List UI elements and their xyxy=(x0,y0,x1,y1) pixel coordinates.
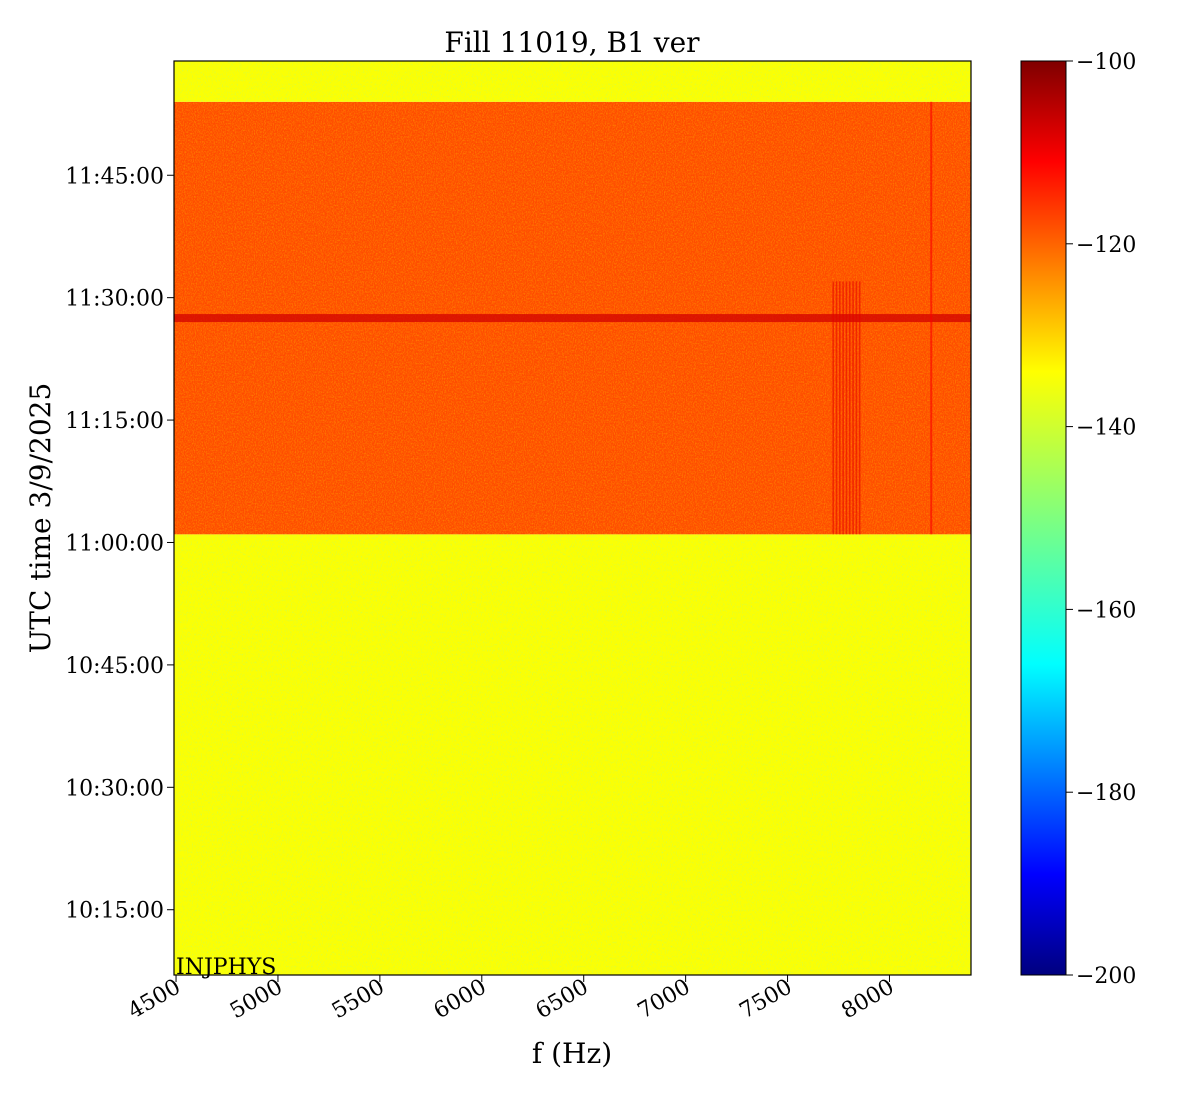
spectrogram-line xyxy=(832,281,834,535)
spectrogram-line xyxy=(839,281,841,535)
colorbar-axis: −100 −120 −140 −160 −180 −200 xyxy=(1066,50,1136,989)
y-tick-label: 11:45:00 xyxy=(65,164,164,189)
x-tick-label: 7500 xyxy=(736,975,797,1025)
y-tick-label: 10:30:00 xyxy=(65,776,164,801)
x-tick-label: 4500 xyxy=(124,975,185,1025)
spectrogram-line xyxy=(852,281,854,535)
spectrogram-line xyxy=(930,101,933,535)
spectrogram-noise-3 xyxy=(174,61,971,102)
spectrogram-line xyxy=(848,281,851,535)
colorbar-tick-label: −120 xyxy=(1076,233,1136,258)
spectrogram-line xyxy=(855,281,858,535)
y-axis-label: UTC time 3/9/2025 xyxy=(24,383,57,654)
y-tick-label: 11:00:00 xyxy=(65,531,164,556)
y-axis: 10:15:00 10:30:00 10:45:00 11:00:00 11:15:00… xyxy=(65,164,174,924)
spectrogram-line xyxy=(835,281,838,535)
spectrogram-line xyxy=(845,281,848,535)
colorbar-tick-label: −160 xyxy=(1076,598,1136,623)
x-axis-label: f (Hz) xyxy=(532,1037,612,1070)
injphys-annotation: INJPHYS xyxy=(176,955,276,980)
colorbar-tick-label: −100 xyxy=(1076,50,1136,75)
colorbar-tick-label: −200 xyxy=(1076,964,1136,989)
x-tick-label: 7000 xyxy=(634,975,695,1025)
colorbar xyxy=(1020,60,1067,976)
spectrogram-line xyxy=(858,281,861,535)
spectrogram-band xyxy=(174,314,971,323)
x-axis: 4500 5000 5500 6000 6500 7000 7500 8000 xyxy=(124,975,898,1025)
spectrogram-line xyxy=(842,281,844,535)
chart-title: Fill 11019, B1 ver xyxy=(444,26,700,59)
colorbar-tick-label: −140 xyxy=(1076,416,1136,441)
x-tick-label: 6500 xyxy=(532,975,593,1025)
plot-frame xyxy=(173,60,972,976)
x-tick-label: 5500 xyxy=(328,975,389,1025)
y-tick-label: 10:15:00 xyxy=(65,899,164,924)
plot-area xyxy=(174,61,971,975)
colorbar-tick-label: −180 xyxy=(1076,781,1136,806)
y-tick-label: 11:30:00 xyxy=(65,287,164,312)
x-tick-label: 5000 xyxy=(226,975,287,1025)
spectrogram-noise-1 xyxy=(174,534,971,975)
x-tick-label: 6000 xyxy=(430,975,491,1025)
y-tick-label: 11:15:00 xyxy=(65,409,164,434)
y-tick-label: 10:45:00 xyxy=(65,654,164,679)
x-tick-label: 8000 xyxy=(837,975,898,1025)
